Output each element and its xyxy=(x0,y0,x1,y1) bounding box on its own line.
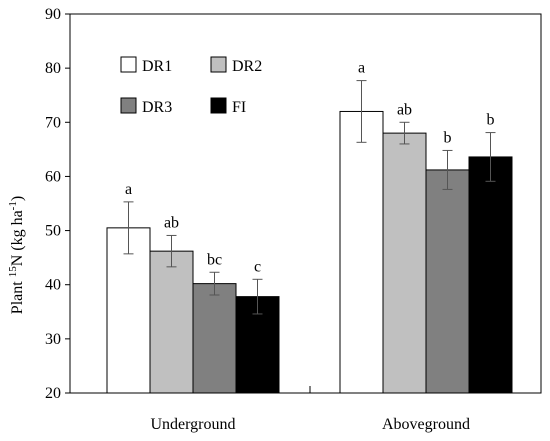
significance-letter: b xyxy=(444,129,452,146)
bar xyxy=(468,156,513,394)
legend-label: FI xyxy=(232,99,246,116)
y-tick-label: 20 xyxy=(45,385,61,402)
y-tick-label: 70 xyxy=(45,114,61,131)
significance-letter: b xyxy=(487,112,495,129)
legend-label: DR3 xyxy=(142,99,172,116)
significance-letter: c xyxy=(254,258,261,275)
x-category-label: Aboveground xyxy=(382,416,470,433)
legend-label: DR2 xyxy=(232,58,262,75)
bar xyxy=(149,250,194,394)
plot-frame xyxy=(69,13,542,394)
significance-letter: ab xyxy=(164,214,179,231)
y-axis-title: Plant 15N (kg ha-1) xyxy=(7,196,26,314)
significance-letter: ab xyxy=(397,101,412,118)
significance-letter: a xyxy=(358,60,365,77)
y-tick-label: 90 xyxy=(45,6,61,23)
legend-label: DR1 xyxy=(142,58,172,75)
y-tick-label: 80 xyxy=(45,60,61,77)
bar xyxy=(382,132,427,394)
y-tick-label: 30 xyxy=(45,331,61,348)
legend-swatch xyxy=(120,97,137,114)
significance-letter: bc xyxy=(207,251,222,268)
bar xyxy=(425,169,470,394)
x-category-label: Underground xyxy=(150,416,235,433)
legend-swatch xyxy=(210,97,227,114)
y-tick-label: 50 xyxy=(45,223,61,240)
y-tick-label: 40 xyxy=(45,277,61,294)
legend-swatch xyxy=(210,56,227,73)
bar xyxy=(339,110,384,394)
y-tick-label: 60 xyxy=(45,168,61,185)
bar xyxy=(192,283,237,394)
significance-letter: a xyxy=(125,181,132,198)
legend-swatch xyxy=(120,56,137,73)
